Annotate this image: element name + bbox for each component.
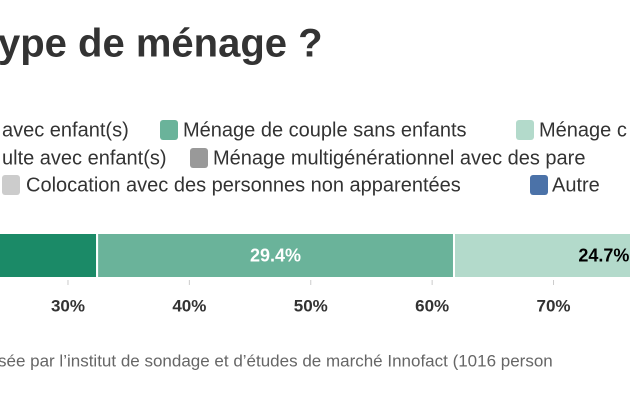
legend-label: Autre bbox=[552, 174, 600, 196]
data-label: 29.4% bbox=[250, 245, 301, 265]
chart-title: ype de ménage ? bbox=[0, 22, 323, 66]
legend-label: avec enfant(s) bbox=[2, 119, 129, 141]
bar-segment bbox=[0, 232, 99, 279]
bar-segment bbox=[96, 232, 455, 279]
source-note: sée par l’institut de sondage et d’étude… bbox=[0, 351, 553, 370]
x-tick-label: 30% bbox=[51, 296, 85, 315]
legend-label: ulte avec enfant(s) bbox=[2, 147, 167, 169]
legend-label: Ménage c bbox=[539, 119, 627, 141]
x-tick-label: 40% bbox=[172, 296, 206, 315]
data-label: 24.7% bbox=[578, 245, 629, 265]
legend-swatch bbox=[516, 120, 534, 140]
bar-segment bbox=[452, 232, 630, 279]
legend-label: Ménage de couple sans enfants bbox=[183, 119, 467, 141]
legend-swatch bbox=[530, 175, 548, 195]
legend-swatch bbox=[190, 148, 208, 168]
x-tick-label: 70% bbox=[537, 296, 571, 315]
legend-label: Colocation avec des personnes non appare… bbox=[26, 174, 461, 196]
legend-swatch bbox=[160, 120, 178, 140]
x-tick-label: 60% bbox=[415, 296, 449, 315]
legend-swatch bbox=[2, 175, 20, 195]
legend-label: Ménage multigénérationnel avec des pare bbox=[213, 147, 585, 169]
x-tick-label: 50% bbox=[294, 296, 328, 315]
